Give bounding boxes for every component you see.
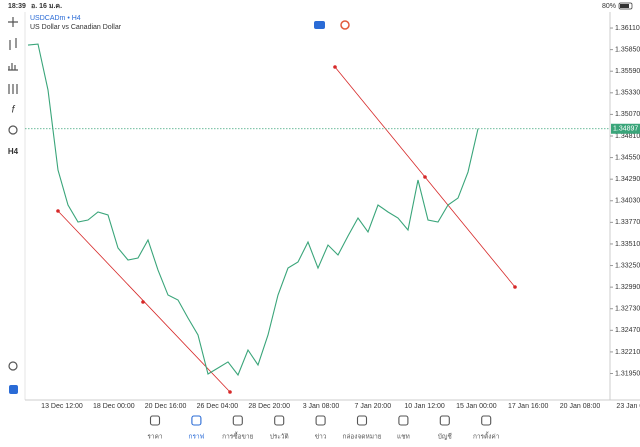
flag-ca	[340, 20, 350, 30]
nav-label[interactable]: บัญชี	[438, 433, 453, 441]
y-tick-label: 1.35590	[615, 68, 640, 75]
nav-label[interactable]: การตั้งค่า	[473, 432, 500, 441]
function-icon[interactable]: f	[12, 105, 16, 116]
nav-icon[interactable]	[191, 415, 202, 426]
nav-label[interactable]: ราคา	[147, 434, 162, 441]
trend-point	[228, 390, 232, 394]
x-tick-label: 15 Jan 00:00	[456, 403, 497, 410]
nav-label[interactable]: ข่าว	[315, 434, 327, 441]
y-tick-label: 1.32470	[615, 327, 640, 334]
x-tick-label: 13 Dec 12:00	[41, 403, 83, 410]
speed-icon[interactable]	[8, 361, 18, 371]
trend-point	[56, 209, 60, 213]
y-tick-label: 1.34810	[615, 133, 640, 140]
symbol-subtitle: US Dollar vs Canadian Dollar	[30, 24, 122, 31]
status-battery: 80%	[602, 3, 616, 10]
x-tick-label: 28 Dec 20:00	[248, 403, 290, 410]
y-tick-label: 1.35330	[615, 90, 640, 97]
y-tick-label: 1.35850	[615, 46, 640, 53]
nav-icon[interactable]	[398, 415, 409, 426]
current-price-label: 1.34897	[613, 126, 638, 133]
y-tick-label: 1.32210	[615, 349, 640, 356]
x-tick-label: 20 Jan 08:00	[560, 403, 601, 410]
y-tick-label: 1.32730	[615, 306, 640, 313]
y-tick-label: 1.34550	[615, 154, 640, 161]
settings-icon[interactable]	[8, 84, 18, 94]
nav-label[interactable]: การซื้อขาย	[222, 432, 253, 441]
status-time: 18:39	[8, 3, 26, 10]
y-tick-label: 1.33770	[615, 219, 640, 226]
trend-point	[333, 65, 337, 69]
left-toolbar[interactable]: f H4	[8, 17, 19, 394]
nav-icon[interactable]	[356, 415, 368, 426]
y-tick-label: 1.32990	[615, 284, 640, 291]
price-line	[27, 43, 479, 377]
battery-icon	[618, 2, 633, 10]
x-tick-label: 7 Jan 20:00	[355, 403, 392, 410]
x-tick-label: 23 Jan 00	[616, 403, 640, 410]
symbol-title: USDCADm • H4	[30, 15, 81, 22]
nav-label[interactable]: กล่องจดหมาย	[342, 434, 381, 441]
x-tick-label: 26 Dec 04:00	[197, 403, 239, 410]
y-tick-label: 1.33250	[615, 262, 640, 269]
flag-us	[314, 21, 325, 29]
indicator-icon[interactable]	[8, 63, 18, 71]
x-tick-label: 17 Jan 16:00	[508, 403, 549, 410]
nav-icon[interactable]	[232, 415, 243, 426]
nav-icon[interactable]	[481, 415, 492, 426]
nav-icon[interactable]	[149, 415, 161, 426]
y-tick-label: 1.34030	[615, 198, 640, 205]
y-tick-label: 1.31950	[615, 370, 640, 377]
y-tick-label: 1.33510	[615, 241, 640, 248]
nav-icon[interactable]	[274, 415, 285, 426]
nav-icon[interactable]	[315, 415, 326, 426]
y-tick-label: 1.34290	[615, 176, 640, 183]
x-tick-label: 3 Jan 08:00	[303, 403, 340, 410]
current-price-box	[611, 123, 640, 134]
nav-label[interactable]: กราฟ	[189, 434, 205, 441]
objects-icon[interactable]	[8, 125, 18, 135]
battery-level	[620, 4, 629, 8]
trend-lines	[56, 65, 517, 394]
candle-icon[interactable]	[9, 38, 17, 50]
x-tick-label: 10 Jan 12:00	[404, 403, 445, 410]
trend-point	[141, 300, 145, 304]
nav-label[interactable]: แชท	[397, 434, 410, 441]
trend-point	[513, 285, 517, 289]
x-tick-label: 18 Dec 00:00	[93, 403, 135, 410]
nav-label[interactable]: ประวัติ	[270, 433, 289, 441]
y-tick-label: 1.36110	[615, 25, 640, 32]
nav-icon[interactable]	[439, 415, 450, 426]
y-tick-label: 1.35070	[615, 111, 640, 118]
crosshair-icon[interactable]	[8, 17, 18, 27]
status-date: อ. 16 ม.ค.	[31, 3, 62, 10]
x-tick-label: 20 Dec 16:00	[145, 403, 187, 410]
timeframe-icon[interactable]: H4	[8, 147, 19, 156]
trade-icon[interactable]	[9, 385, 18, 394]
trend-point	[423, 175, 427, 179]
